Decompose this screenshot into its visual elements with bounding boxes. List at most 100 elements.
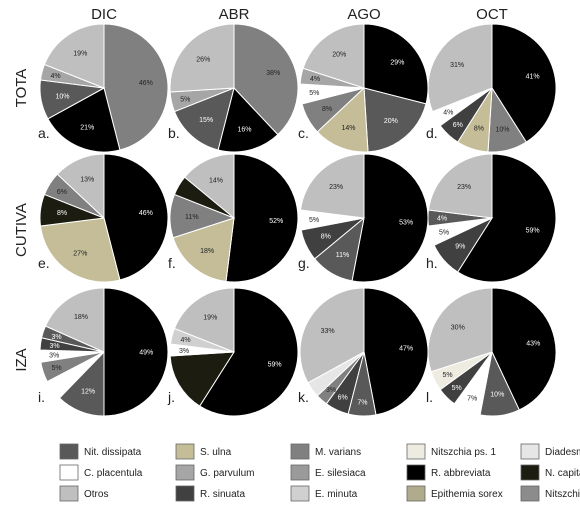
legend-label: C. placentula: [84, 468, 143, 479]
pie-cutiva-abr: 52% 18% 11% 14% f.: [168, 153, 299, 283]
legend-label: Otros: [84, 489, 108, 500]
pie-slice: [457, 153, 557, 283]
pie-slice: [491, 287, 557, 411]
legend-label: R. sinuata: [200, 489, 245, 500]
slice-percent-label: 6%: [57, 189, 67, 196]
legend-swatch: [59, 443, 79, 460]
pie-slice: [173, 87, 235, 151]
slice-percent-label: 18%: [200, 248, 214, 255]
legend-label: Epithemia sorex: [431, 489, 503, 500]
legend-item-nitzschia-ps2: Nitszchia ps. 2: [520, 485, 580, 502]
slice-percent-label: 47%: [399, 346, 413, 353]
legend-label: G. parvulum: [200, 468, 254, 479]
slice-percent-label: 46%: [139, 210, 153, 217]
pie-slice: [44, 287, 105, 353]
legend-item-nitzschia-ps1: Nitszchia ps. 1: [406, 443, 496, 460]
slice-percent-label: 46%: [139, 80, 153, 87]
panel-label: i.: [38, 389, 45, 405]
pie-slice: [299, 153, 365, 219]
slice-percent-label: 6%: [453, 122, 463, 129]
slice-percent-label: 5%: [452, 385, 462, 392]
legend-item-r-sinuata: R. sinuata: [175, 485, 245, 502]
pie-tota-oct: 41% 10% 8% 6%4% 31% d.: [426, 23, 557, 153]
pie-slice: [169, 23, 235, 93]
slice-percent-label: 4%: [181, 337, 191, 344]
slice-percent-label: 19%: [203, 315, 217, 322]
row-label-tota: TOTA: [13, 69, 30, 108]
legend-item-diadesmis: Diadesmis contenta: [520, 443, 580, 460]
slice-percent-label: 43%: [526, 340, 540, 347]
slice-percent-label: 5%: [439, 229, 449, 236]
legend-swatch: [406, 443, 426, 460]
column-label-ago: AGO: [347, 6, 380, 23]
slice-percent-label: 5%: [52, 365, 62, 372]
slice-percent-label: 10%: [55, 93, 69, 100]
slice-percent-label: 8%: [57, 210, 67, 217]
column-label-dic: DIC: [91, 6, 117, 23]
legend-swatch: [175, 443, 195, 460]
slice-percent-label: 10%: [490, 391, 504, 398]
pie-slice: [169, 351, 235, 407]
slice-percent-label: 4%: [51, 73, 61, 80]
slice-percent-label: 30%: [451, 325, 465, 332]
legend: Nit. dissipata S. ulna M. varians Nitszchia…: [59, 443, 580, 502]
legend-swatch: [290, 485, 310, 502]
slice-percent-label: 33%: [321, 328, 335, 335]
pie-iza-ago: 47% 7% 6%3% 33% k.: [298, 287, 429, 417]
slice-percent-label: 59%: [268, 361, 282, 368]
slice-percent-label: 49%: [139, 350, 153, 357]
row-labels: TOTA CUTIVA IZA: [13, 69, 30, 372]
pie-slice: [427, 153, 493, 219]
pie-slice: [183, 153, 235, 220]
slice-percent-label: 9%: [455, 243, 465, 250]
slice-percent-label: 3%: [179, 348, 189, 355]
panel-label: h.: [426, 255, 438, 271]
slice-percent-label: 6%: [338, 395, 348, 402]
pie-slice: [302, 23, 365, 89]
slice-percent-label: 4%: [310, 76, 320, 83]
row-label-cutiva: CUTIVA: [13, 203, 30, 257]
slice-percent-label: 15%: [199, 117, 213, 124]
pie-slice: [103, 23, 169, 151]
slice-percent-label: 16%: [237, 126, 251, 133]
panel-label: e.: [38, 255, 50, 271]
legend-label: Nitszchia ps. 1: [431, 447, 496, 458]
slice-percent-label: 27%: [73, 250, 87, 257]
pie-slice: [427, 23, 493, 113]
pie-tota-ago: 29% 20% 14% 8% 5% 4% 20% c.: [298, 23, 429, 153]
slice-percent-label: 3%: [52, 334, 62, 341]
slice-percent-label: 41%: [526, 74, 540, 81]
legend-swatch: [520, 485, 540, 502]
slice-percent-label: 5%: [180, 96, 190, 103]
legend-label: M. varians: [315, 447, 361, 458]
legend-item-otros: Otros: [59, 485, 108, 502]
slice-percent-label: 38%: [266, 70, 280, 77]
legend-swatch: [290, 443, 310, 460]
slice-percent-label: 3%: [49, 353, 59, 360]
row-label-iza: IZA: [13, 348, 30, 371]
pie-cutiva-oct: 59% 9% 5% 4% 23% h.: [426, 153, 557, 283]
slice-percent-label: 19%: [73, 51, 87, 58]
pie-slice: [363, 87, 427, 153]
legend-item-s-ulna: S. ulna: [175, 443, 232, 460]
column-label-oct: OCT: [476, 6, 508, 23]
column-labels: DIC ABR AGO OCT: [91, 6, 508, 23]
slice-percent-label: 10%: [495, 126, 509, 133]
pie-iza-abr: 59% 3% 4% 19% j.: [167, 287, 299, 417]
pie-slice: [427, 287, 493, 373]
pie-slice: [172, 217, 235, 283]
slice-percent-label: 11%: [185, 214, 199, 221]
legend-label: Nit. dissipata: [84, 447, 142, 458]
slice-percent-label: 20%: [332, 51, 346, 58]
legend-swatch: [290, 464, 310, 481]
slice-percent-label: 5%: [309, 90, 319, 97]
slice-percent-label: 14%: [341, 125, 355, 132]
legend-swatch: [520, 443, 540, 460]
panel-label: a.: [38, 125, 50, 141]
column-label-abr: ABR: [219, 6, 250, 23]
slice-percent-label: 52%: [269, 218, 283, 225]
slice-percent-label: 5%: [442, 372, 452, 379]
pie-iza-dic: 49% 12% 5% 3% 3% 3% 18% i.: [38, 287, 169, 417]
panel-label: c.: [298, 125, 309, 141]
slice-percent-label: 14%: [209, 177, 223, 184]
